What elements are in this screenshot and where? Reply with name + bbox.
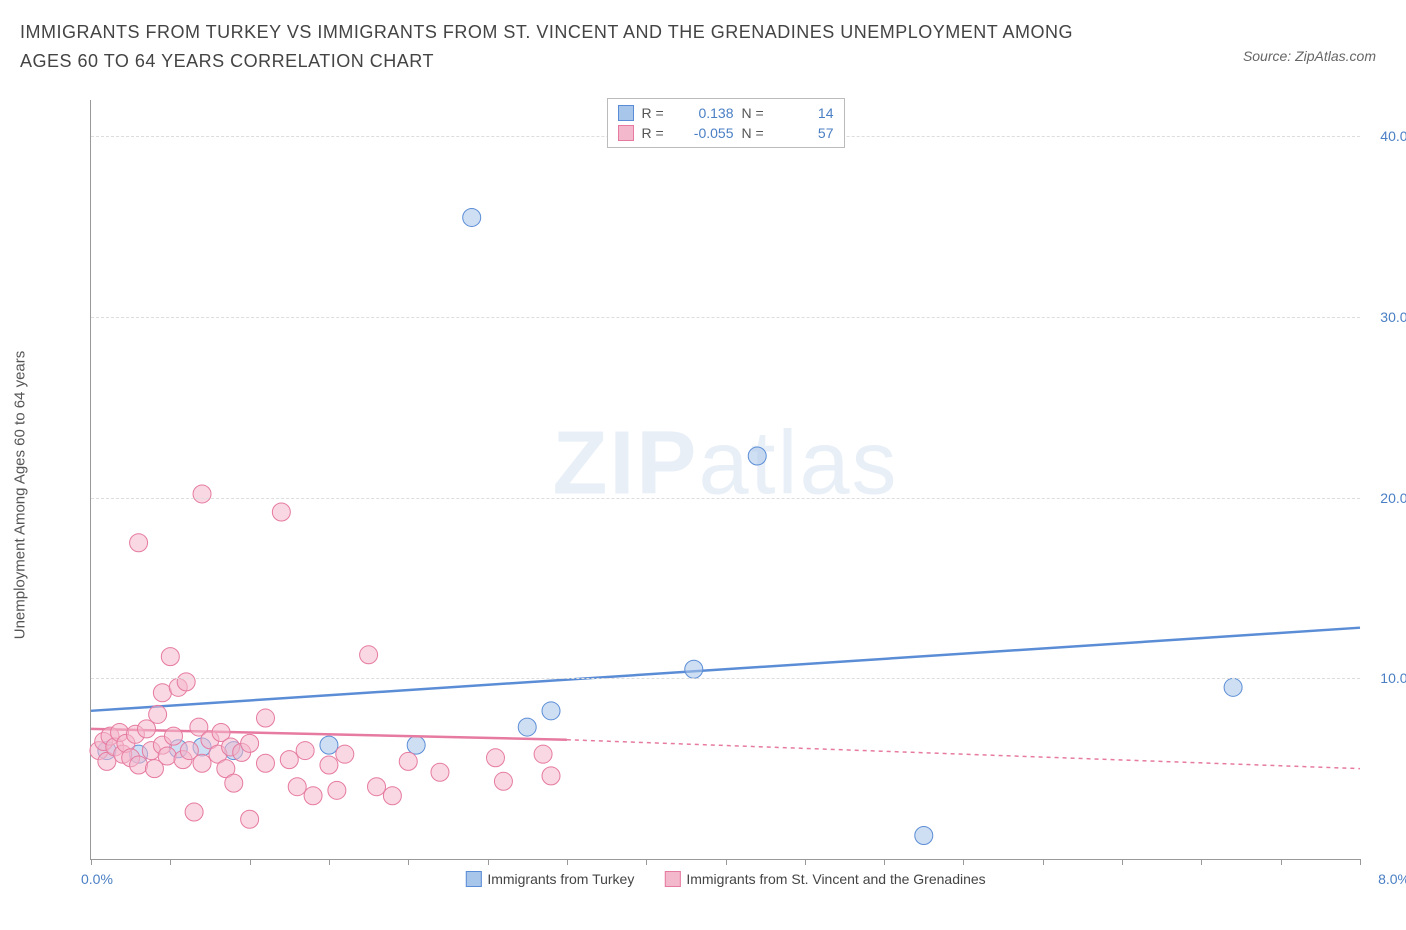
source-attribution: Source: ZipAtlas.com (1243, 48, 1376, 64)
n-value-svg: 57 (778, 125, 834, 141)
x-tick (329, 859, 330, 865)
x-tick (805, 859, 806, 865)
x-tick (567, 859, 568, 865)
data-point (130, 534, 148, 552)
legend-swatch-turkey (618, 105, 634, 121)
data-point (463, 208, 481, 226)
data-point (328, 781, 346, 799)
data-point (161, 648, 179, 666)
plot-area: ZIPatlas R = 0.138 N = 14 R = -0.055 N =… (90, 100, 1360, 860)
legend-swatch-turkey-2 (465, 871, 481, 887)
data-point (185, 803, 203, 821)
y-tick-label: 40.0% (1380, 128, 1406, 144)
data-point (407, 736, 425, 754)
regression-line (91, 628, 1360, 711)
data-point (383, 787, 401, 805)
data-point (193, 754, 211, 772)
x-tick (170, 859, 171, 865)
data-point (304, 787, 322, 805)
x-tick (1201, 859, 1202, 865)
data-point (158, 747, 176, 765)
data-point (149, 705, 167, 723)
scatter-svg (91, 100, 1360, 859)
data-point (177, 673, 195, 691)
x-tick (1360, 859, 1361, 865)
legend-item-turkey: Immigrants from Turkey (465, 871, 634, 887)
y-tick-label: 20.0% (1380, 490, 1406, 506)
data-point (518, 718, 536, 736)
legend-swatch-svg (618, 125, 634, 141)
chart-container: Unemployment Among Ages 60 to 64 years Z… (60, 100, 1380, 890)
data-point (486, 749, 504, 767)
data-point (256, 709, 274, 727)
r-label-2: R = (642, 125, 670, 141)
data-point (542, 767, 560, 785)
gridline (91, 678, 1360, 679)
chart-title: IMMIGRANTS FROM TURKEY VS IMMIGRANTS FRO… (20, 18, 1120, 76)
legend-label-svg: Immigrants from St. Vincent and the Gren… (686, 871, 985, 887)
data-point (431, 763, 449, 781)
legend-row-turkey: R = 0.138 N = 14 (618, 103, 834, 123)
x-tick (1122, 859, 1123, 865)
x-end-label: 8.0% (1378, 871, 1406, 887)
n-label-2: N = (742, 125, 770, 141)
data-point (225, 774, 243, 792)
data-point (288, 778, 306, 796)
series-legend: Immigrants from Turkey Immigrants from S… (465, 871, 985, 887)
data-point (542, 702, 560, 720)
data-point (534, 745, 552, 763)
y-tick-label: 10.0% (1380, 670, 1406, 686)
x-tick (408, 859, 409, 865)
legend-row-svg: R = -0.055 N = 57 (618, 123, 834, 143)
data-point (241, 810, 259, 828)
data-point (748, 447, 766, 465)
data-point (1224, 678, 1242, 696)
data-point (296, 742, 314, 760)
x-tick (884, 859, 885, 865)
n-value-turkey: 14 (778, 105, 834, 121)
correlation-legend: R = 0.138 N = 14 R = -0.055 N = 57 (607, 98, 845, 148)
data-point (164, 727, 182, 745)
legend-label-turkey: Immigrants from Turkey (487, 871, 634, 887)
data-point (360, 646, 378, 664)
y-tick-label: 30.0% (1380, 309, 1406, 325)
data-point (915, 827, 933, 845)
x-tick (1043, 859, 1044, 865)
x-tick (646, 859, 647, 865)
data-point (368, 778, 386, 796)
r-label: R = (642, 105, 670, 121)
x-tick (726, 859, 727, 865)
data-point (280, 751, 298, 769)
regression-line-extrapolated (567, 740, 1360, 769)
data-point (320, 756, 338, 774)
n-label: N = (742, 105, 770, 121)
x-tick (91, 859, 92, 865)
data-point (399, 752, 417, 770)
data-point (130, 756, 148, 774)
legend-item-svg: Immigrants from St. Vincent and the Gren… (664, 871, 985, 887)
data-point (241, 734, 259, 752)
data-point (153, 684, 171, 702)
gridline (91, 498, 1360, 499)
data-point (494, 772, 512, 790)
data-point (256, 754, 274, 772)
legend-swatch-svg-2 (664, 871, 680, 887)
x-tick (488, 859, 489, 865)
y-axis-label: Unemployment Among Ages 60 to 64 years (12, 351, 29, 640)
data-point (336, 745, 354, 763)
x-tick (963, 859, 964, 865)
r-value-svg: -0.055 (678, 125, 734, 141)
header-row: IMMIGRANTS FROM TURKEY VS IMMIGRANTS FRO… (0, 0, 1406, 86)
x-tick (250, 859, 251, 865)
x-origin-label: 0.0% (81, 871, 113, 887)
r-value-turkey: 0.138 (678, 105, 734, 121)
gridline (91, 317, 1360, 318)
x-tick (1281, 859, 1282, 865)
data-point (320, 736, 338, 754)
data-point (193, 485, 211, 503)
data-point (685, 660, 703, 678)
data-point (272, 503, 290, 521)
